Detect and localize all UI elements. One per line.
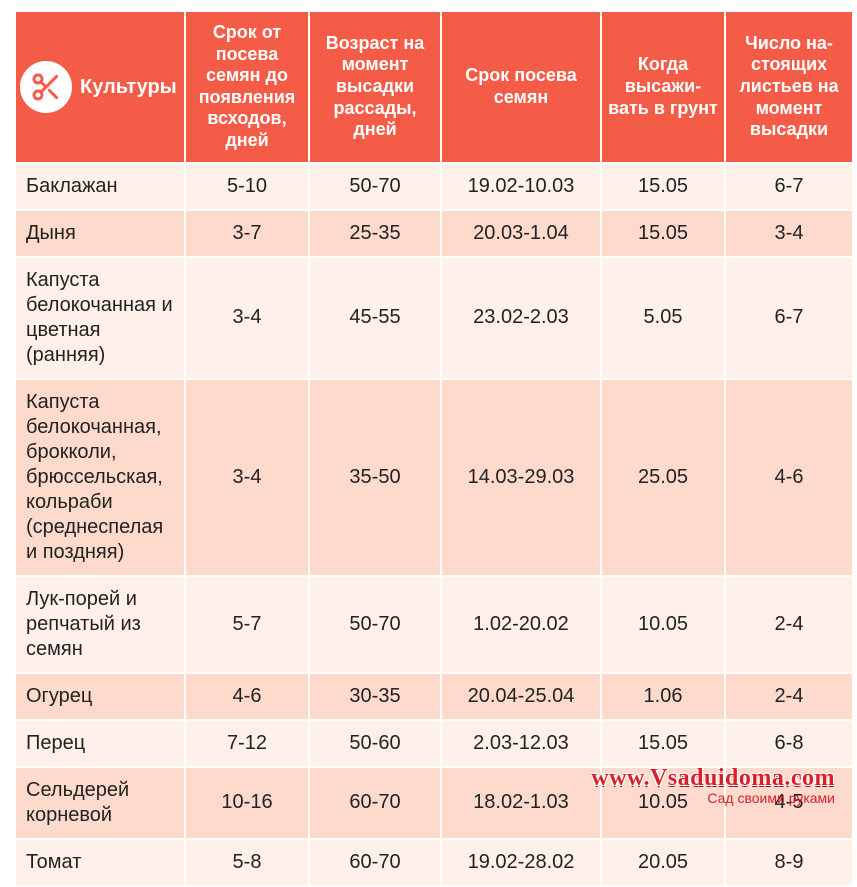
cell-culture: Капуста белокочанная, брокколи, брюссель…	[15, 379, 185, 576]
cell-culture: Лук-порей и репчатый из семян	[15, 576, 185, 673]
cell-value: 19.02-28.02	[441, 839, 601, 886]
table-row: Дыня3-725-3520.03-1.0415.053-4	[15, 210, 853, 257]
cell-value: 6-7	[725, 163, 853, 210]
cell-value: 2-4	[725, 673, 853, 720]
header-label: Когда высажи­вать в грунт	[608, 54, 718, 117]
header-label: Культуры	[80, 76, 177, 98]
header-label: Число на­стоящих листьев на момент высад…	[739, 33, 838, 139]
seeding-table: Культуры Срок от посева семян до появле­…	[14, 10, 854, 887]
cell-value: 45-55	[309, 257, 441, 379]
cell-culture: Дыня	[15, 210, 185, 257]
cell-value: 4-6	[725, 379, 853, 576]
cell-value: 7-12	[185, 720, 309, 767]
cell-value: 20.04-25.04	[441, 673, 601, 720]
cell-value: 50-70	[309, 163, 441, 210]
cell-value: 2-4	[725, 576, 853, 673]
cell-value: 3-4	[185, 257, 309, 379]
table-row: Капуста белокочанная и цветная (ранняя)3…	[15, 257, 853, 379]
cell-value: 1.02-20.02	[441, 576, 601, 673]
cell-value: 5-7	[185, 576, 309, 673]
cell-value: 5-8	[185, 839, 309, 886]
cell-value: 15.05	[601, 163, 725, 210]
cell-value: 19.02-10.03	[441, 163, 601, 210]
table-row: Лук-порей и репчатый из семян5-750-701.0…	[15, 576, 853, 673]
cell-value: 6-8	[725, 720, 853, 767]
cell-value: 35-50	[309, 379, 441, 576]
header-label: Возраст на момент высадки рассады, дней	[326, 33, 424, 139]
cell-culture: Томат	[15, 839, 185, 886]
cell-value: 1.06	[601, 673, 725, 720]
cell-value: 15.05	[601, 720, 725, 767]
table-row: Перец7-1250-602.03-12.0315.056-8	[15, 720, 853, 767]
footer: www.Vsaduidoma.com Сад своими руками	[591, 765, 835, 806]
cell-value: 15.05	[601, 210, 725, 257]
cell-value: 2.03-12.03	[441, 720, 601, 767]
cell-value: 3-4	[725, 210, 853, 257]
cell-value: 3-7	[185, 210, 309, 257]
table-row: Капуста белокочанная, брокколи, брюссель…	[15, 379, 853, 576]
cell-value: 23.02-2.03	[441, 257, 601, 379]
header-culture: Культуры	[15, 11, 185, 163]
cell-culture: Капуста белокочанная и цветная (ранняя)	[15, 257, 185, 379]
cell-culture: Огурец	[15, 673, 185, 720]
cell-value: 5.05	[601, 257, 725, 379]
table-header: Культуры Срок от посева семян до появле­…	[15, 11, 853, 163]
cell-value: 50-70	[309, 576, 441, 673]
header-label: Срок посева семян	[465, 65, 577, 107]
table-row: Томат5-860-7019.02-28.0220.058-9	[15, 839, 853, 886]
footer-subtitle: Сад своими руками	[591, 790, 835, 806]
cell-value: 20.05	[601, 839, 725, 886]
table-container: Культуры Срок от посева семян до появле­…	[0, 0, 857, 887]
cell-culture: Сельдерей корневой	[15, 767, 185, 839]
cell-value: 14.03-29.03	[441, 379, 601, 576]
cell-value: 20.03-1.04	[441, 210, 601, 257]
header-leaves: Число на­стоящих листьев на момент высад…	[725, 11, 853, 163]
cell-value: 4-6	[185, 673, 309, 720]
cell-value: 10-16	[185, 767, 309, 839]
scissors-icon	[20, 61, 72, 113]
cell-culture: Перец	[15, 720, 185, 767]
cell-value: 25.05	[601, 379, 725, 576]
cell-value: 50-60	[309, 720, 441, 767]
cell-value: 5-10	[185, 163, 309, 210]
header-sowing-date: Срок посева семян	[441, 11, 601, 163]
cell-value: 18.02-1.03	[441, 767, 601, 839]
cell-value: 60-70	[309, 839, 441, 886]
header-age: Возраст на момент высадки рассады, дней	[309, 11, 441, 163]
table-row: Баклажан5-1050-7019.02-10.0315.056-7	[15, 163, 853, 210]
cell-value: 6-7	[725, 257, 853, 379]
cell-value: 60-70	[309, 767, 441, 839]
cell-value: 10.05	[601, 576, 725, 673]
footer-url: www.Vsaduidoma.com	[591, 765, 835, 792]
cell-value: 8-9	[725, 839, 853, 886]
header-germination: Срок от посева семян до появле­ния всхо­…	[185, 11, 309, 163]
header-label: Срок от посева семян до появле­ния всхо­…	[199, 22, 296, 150]
header-planting-date: Когда высажи­вать в грунт	[601, 11, 725, 163]
cell-value: 25-35	[309, 210, 441, 257]
cell-value: 30-35	[309, 673, 441, 720]
table-row: Огурец4-630-3520.04-25.041.062-4	[15, 673, 853, 720]
cell-value: 3-4	[185, 379, 309, 576]
cell-culture: Баклажан	[15, 163, 185, 210]
